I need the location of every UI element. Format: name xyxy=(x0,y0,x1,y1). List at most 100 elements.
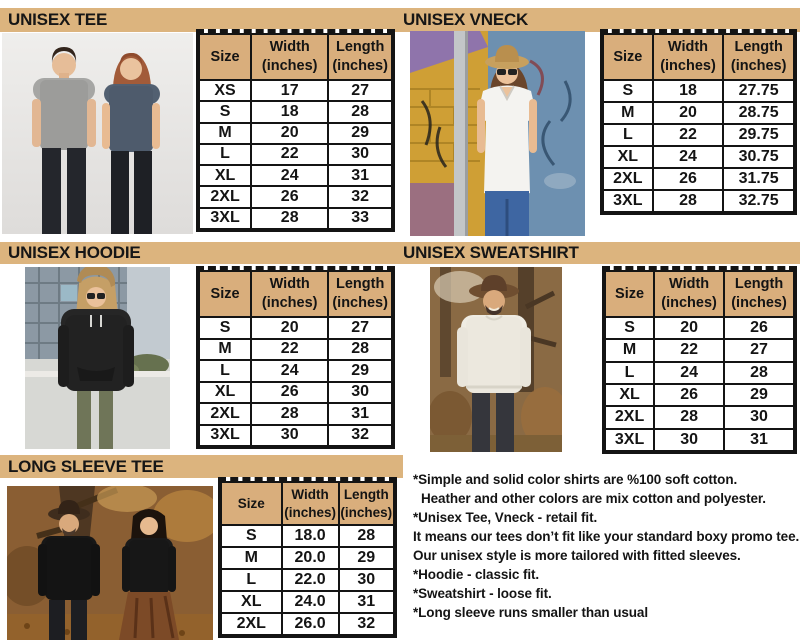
section-title-unisex-vneck: UNISEX VNECK xyxy=(403,10,529,29)
unisex-hoodie-photo xyxy=(25,267,170,449)
unisex-sweatshirt-size-table: Size Width (inches) Length (inches) S 20 26 … xyxy=(602,266,797,454)
size-cell: L xyxy=(603,360,656,385)
size-cell: L xyxy=(602,123,654,147)
table-header-row: Size Width (inches) Length (inches) xyxy=(603,270,795,318)
length-column-header: Length (inches) xyxy=(722,33,795,81)
long-sleeve-tee-photo xyxy=(7,486,213,640)
width-column-header: Width (inches) xyxy=(280,481,340,526)
size-column-header: Size xyxy=(220,481,283,526)
size-cell: M xyxy=(602,101,654,125)
length-cell: 29 xyxy=(327,121,393,145)
length-cell: 28.75 xyxy=(722,101,795,125)
length-cell: 31.75 xyxy=(722,167,795,191)
size-cell: S xyxy=(197,100,253,124)
width-cell: 24.0 xyxy=(280,590,340,614)
size-cell: XL xyxy=(220,590,283,614)
size-cell: L xyxy=(197,142,253,167)
length-cell: 31 xyxy=(723,427,795,453)
width-cell: 24 xyxy=(250,359,330,383)
table-row: XL 24 30.75 xyxy=(602,145,795,169)
section-title-unisex-hoodie: UNISEX HOODIE xyxy=(8,243,141,262)
width-cell: 30 xyxy=(250,423,330,447)
size-cell: 2XL xyxy=(220,612,283,636)
table-header-row: Size Width (inches) Length (inches) xyxy=(602,33,795,81)
size-cell: 3XL xyxy=(197,423,253,447)
top-title-bar: UNISEX TEE UNISEX VNECK xyxy=(0,8,800,32)
size-cell: L xyxy=(220,568,283,592)
length-column-header: Length (inches) xyxy=(723,270,795,318)
width-cell: 26.0 xyxy=(280,612,340,636)
longsleeve-photo-woman xyxy=(119,509,179,640)
size-cell: 2XL xyxy=(197,185,253,209)
size-cell: S xyxy=(220,524,283,548)
sweatshirt-photo-man xyxy=(457,275,531,452)
width-cell: 26 xyxy=(651,167,725,191)
length-cell: 27 xyxy=(327,316,393,340)
length-cell: 28 xyxy=(723,360,795,385)
size-cell: S xyxy=(603,315,656,341)
table-header-row: Size Width (inches) Length (inches) xyxy=(197,270,393,318)
length-cell: 31 xyxy=(337,590,396,614)
table-row: 3XL 30 32 xyxy=(197,423,393,447)
width-cell: 28 xyxy=(653,405,726,430)
size-cell: XL xyxy=(602,145,654,169)
table-row: M 22 28 xyxy=(197,337,393,361)
length-cell: 32 xyxy=(337,612,396,636)
size-cell: XL xyxy=(197,164,253,188)
fit-notes: *Simple and solid color shirts are %100 … xyxy=(413,470,799,622)
size-cell: 2XL xyxy=(602,167,654,191)
table-row: XL 26 30 xyxy=(197,380,393,404)
width-cell: 20 xyxy=(653,315,726,341)
length-cell: 29 xyxy=(327,359,393,383)
table-header-row: Size Width (inches) Length (inches) xyxy=(220,481,396,526)
bottom-title-bar: LONG SLEEVE TEE xyxy=(0,455,403,478)
length-cell: 31 xyxy=(327,164,393,188)
unisex-sweatshirt-photo xyxy=(430,267,562,452)
width-cell: 24 xyxy=(651,145,725,169)
length-column-header: Length (inches) xyxy=(327,33,393,81)
tee-photo-woman xyxy=(102,53,160,234)
length-cell: 30 xyxy=(337,568,396,592)
size-cell: 3XL xyxy=(602,189,654,213)
table-row: M 22 27 xyxy=(603,338,795,363)
width-cell: 24 xyxy=(250,164,330,188)
table-row: XL 26 29 xyxy=(603,382,795,408)
section-title-long-sleeve-tee: LONG SLEEVE TEE xyxy=(8,456,164,476)
width-cell: 26 xyxy=(250,185,330,209)
table-row: S 20 26 xyxy=(603,315,795,341)
table-row: L 22 29.75 xyxy=(602,123,795,147)
size-cell: 3XL xyxy=(197,206,253,231)
size-cell: L xyxy=(197,359,253,383)
longsleeve-photo-man xyxy=(38,500,100,640)
length-cell: 30 xyxy=(327,142,393,167)
width-cell: 22 xyxy=(250,142,330,167)
table-row: XL 24.0 31 xyxy=(220,590,396,614)
width-column-header: Width (inches) xyxy=(651,33,725,81)
size-column-header: Size xyxy=(197,33,253,81)
table-row: L 22.0 30 xyxy=(220,568,396,592)
unisex-tee-size-table: Size Width (inches) Length (inches) XS 17 27… xyxy=(196,29,395,232)
middle-title-bar: UNISEX HOODIE UNISEX SWEATSHIRT xyxy=(0,242,800,264)
width-cell: 20 xyxy=(651,101,725,125)
note-line: *Simple and solid color shirts are %100 … xyxy=(413,472,738,487)
size-cell: 2XL xyxy=(603,405,656,430)
width-cell: 22.0 xyxy=(280,568,340,592)
section-title-unisex-sweatshirt: UNISEX SWEATSHIRT xyxy=(403,243,579,262)
length-cell: 29 xyxy=(723,382,795,408)
length-cell: 28 xyxy=(327,337,393,361)
unisex-hoodie-size-table: Size Width (inches) Length (inches) S 20 27 … xyxy=(196,266,395,449)
unisex-vneck-size-table: Size Width (inches) Length (inches) S 18 27.… xyxy=(600,29,797,215)
table-row: 2XL 28 31 xyxy=(197,402,393,426)
length-column-header: Length (inches) xyxy=(327,270,393,318)
width-column-header: Width (inches) xyxy=(653,270,726,318)
width-cell: 20.0 xyxy=(280,546,340,570)
length-cell: 32 xyxy=(327,423,393,447)
size-cell: XS xyxy=(197,78,253,103)
table-row: S 18 27.75 xyxy=(602,79,795,103)
size-cell: XL xyxy=(603,382,656,408)
length-cell: 28 xyxy=(327,100,393,124)
table-row: 2XL 28 30 xyxy=(603,405,795,430)
width-cell: 18 xyxy=(651,79,725,103)
table-row: 3XL 28 33 xyxy=(197,206,393,231)
width-cell: 17 xyxy=(250,78,330,103)
